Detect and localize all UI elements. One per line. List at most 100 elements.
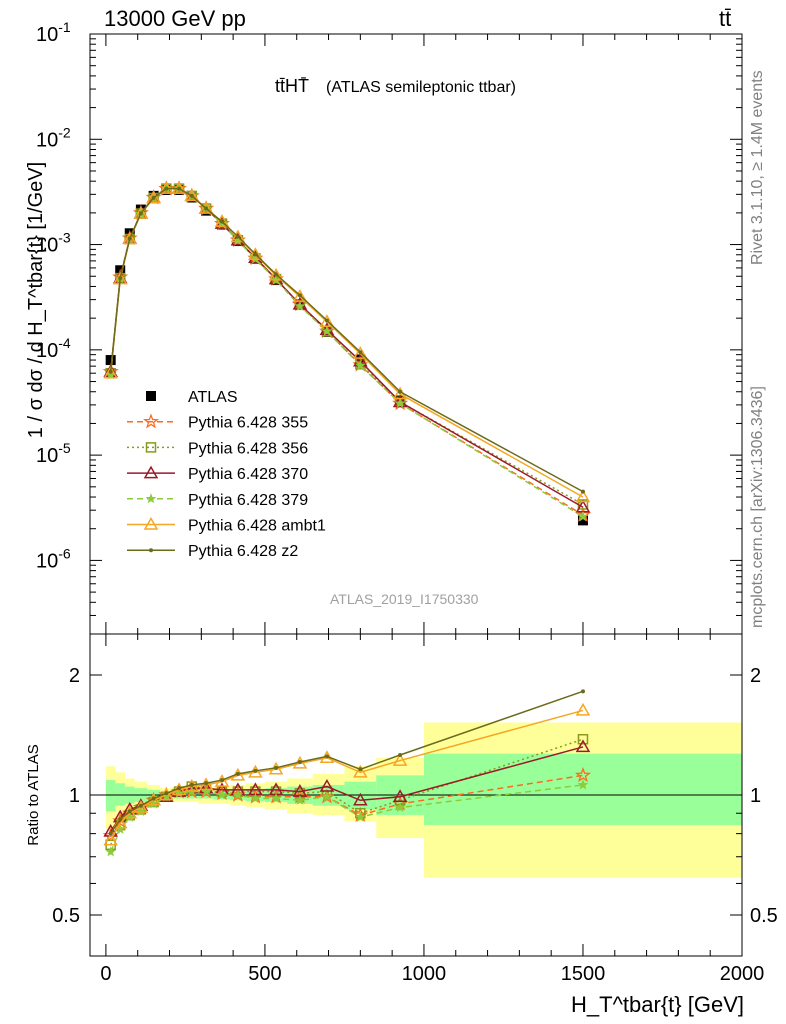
main-data-point bbox=[151, 195, 156, 200]
ratio-data-point bbox=[219, 778, 224, 783]
legend: ATLAS Pythia 6.428 355 Pythia 6.428 356 Pyt… bbox=[127, 389, 326, 560]
main-y-tick-label: 10-5 bbox=[36, 440, 71, 467]
legend-marker bbox=[143, 516, 159, 530]
main-data-point bbox=[294, 300, 306, 311]
main-data-point bbox=[177, 186, 182, 191]
main-data-point bbox=[274, 272, 279, 277]
process-label: tt̄ bbox=[719, 6, 731, 31]
ratio-data-point bbox=[118, 817, 123, 822]
ratio-data-point bbox=[127, 809, 132, 814]
ratio-data-point bbox=[575, 702, 591, 716]
main-series-2 bbox=[105, 183, 589, 510]
ratio-data-point bbox=[105, 846, 117, 857]
main-y-tick-exponent: -1 bbox=[58, 19, 71, 35]
ratio-data-point bbox=[235, 771, 240, 776]
legend-label: Pythia 6.428 356 bbox=[188, 440, 308, 457]
analysis-id: ATLAS_2019_I1750330 bbox=[330, 591, 479, 607]
main-data-point bbox=[103, 365, 118, 379]
main-data-point bbox=[297, 293, 302, 298]
legend-marker bbox=[149, 548, 153, 553]
ratio-y-tick-label-right: 1 bbox=[750, 785, 761, 807]
stat-uncertainty-band bbox=[115, 783, 125, 806]
ratio-data-point bbox=[394, 801, 406, 813]
ratio-data-point bbox=[103, 832, 118, 846]
ratio-data-point bbox=[392, 753, 408, 766]
ratio-data-point bbox=[321, 791, 333, 802]
legend-label: ATLAS bbox=[188, 389, 238, 406]
ratio-data-point bbox=[575, 767, 592, 783]
legend-label: Pythia 6.428 370 bbox=[188, 466, 308, 483]
x-tick-label: 1500 bbox=[561, 963, 606, 985]
ratio-data-point bbox=[232, 789, 244, 800]
legend-label: Pythia 6.428 379 bbox=[188, 492, 308, 509]
plot-title-sub: (ATLAS semileptonic ttbar) bbox=[326, 79, 516, 96]
main-data-point bbox=[292, 289, 308, 302]
main-data-point bbox=[214, 214, 230, 227]
main-data-point bbox=[575, 489, 591, 503]
main-data-point bbox=[358, 350, 363, 355]
main-data-point bbox=[324, 318, 329, 323]
main-y-tick-exponent: -6 bbox=[58, 545, 71, 561]
main-data-point bbox=[133, 206, 149, 219]
main-series-line bbox=[109, 187, 584, 518]
main-data-point bbox=[394, 397, 406, 408]
x-tick-label: 2000 bbox=[720, 963, 765, 985]
ratio-series-5 bbox=[108, 689, 585, 836]
ratio-series-layer bbox=[102, 689, 592, 857]
main-data-point bbox=[108, 369, 113, 374]
ratio-y-tick-label-right: 2 bbox=[750, 665, 761, 687]
ratio-data-point bbox=[575, 739, 591, 753]
ratio-data-point bbox=[189, 782, 194, 787]
main-data-point bbox=[321, 325, 333, 336]
ratio-y-axis-label: Ratio to ATLAS bbox=[25, 744, 42, 845]
ratio-data-point bbox=[270, 792, 282, 804]
ratio-y-tick-label: 0.5 bbox=[52, 905, 80, 927]
ratio-data-point bbox=[108, 831, 113, 836]
ratio-data-point bbox=[253, 768, 258, 773]
ratio-data-point bbox=[138, 803, 143, 808]
main-data-point bbox=[219, 219, 224, 224]
ratio-data-point bbox=[358, 767, 363, 772]
ratio-data-point bbox=[353, 792, 368, 806]
ratio-data-point bbox=[297, 759, 302, 764]
ratio-data-point bbox=[122, 805, 138, 819]
ratio-data-point bbox=[353, 764, 368, 778]
ratio-data-point bbox=[355, 811, 366, 822]
main-data-point bbox=[319, 322, 335, 336]
main-data-point bbox=[105, 355, 116, 366]
main-y-tick-label: 10-1 bbox=[36, 19, 71, 46]
ratio-x-ticks: 0 500 1000 1500 2000 bbox=[100, 634, 764, 985]
main-data-point bbox=[253, 252, 258, 257]
x-tick-label: 500 bbox=[248, 963, 281, 985]
ratio-y-tick-label: 2 bbox=[69, 665, 80, 687]
main-y-tick-label: 10-2 bbox=[36, 124, 71, 151]
ratio-panel: 0.5 0.5 1 1 2 2 0 500 1000 1500 2000 Ratio to ATL… bbox=[25, 633, 778, 1017]
x-axis-label: H_T^tbar{t} [GeV] bbox=[571, 992, 744, 1017]
legend-marker bbox=[143, 413, 159, 429]
main-data-point bbox=[189, 193, 194, 198]
ratio-y-tick-label-right: 0.5 bbox=[750, 905, 778, 927]
main-data-point bbox=[292, 296, 308, 310]
main-series-line bbox=[109, 187, 584, 498]
main-data-point bbox=[235, 234, 240, 239]
main-series-layer bbox=[102, 180, 592, 526]
ratio-data-point bbox=[177, 786, 182, 791]
legend-marker bbox=[145, 493, 157, 504]
main-data-point bbox=[184, 188, 200, 202]
legend-label: Pythia 6.428 ambt1 bbox=[188, 518, 326, 535]
ratio-data-point bbox=[398, 752, 403, 757]
main-panel: 10-610-510-410-310-210-1 tt̄HT̄ (ATLAS s… bbox=[25, 19, 743, 635]
legend-marker bbox=[145, 442, 157, 453]
main-data-point bbox=[355, 359, 366, 371]
ratio-data-point bbox=[204, 781, 209, 786]
main-data-point bbox=[198, 201, 214, 214]
main-y-ticks: 10-610-510-410-310-210-1 bbox=[36, 19, 742, 635]
main-series-3 bbox=[103, 181, 591, 513]
mcplots-label: mcplots.cern.ch [arXiv:1306.3436] bbox=[749, 386, 766, 628]
main-series-6 bbox=[108, 186, 585, 494]
ratio-data-point bbox=[577, 779, 589, 790]
main-data-point bbox=[127, 236, 132, 241]
main-data-point bbox=[577, 511, 589, 522]
main-data-point bbox=[122, 231, 138, 245]
main-x-ticks bbox=[105, 34, 743, 634]
